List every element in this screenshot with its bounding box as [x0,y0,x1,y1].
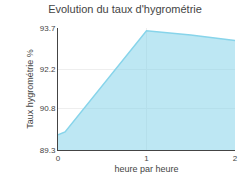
svg-text:Evolution du taux d'hygrométri: Evolution du taux d'hygrométrie [48,3,202,15]
svg-text:92.2: 92.2 [40,65,56,74]
svg-text:0: 0 [56,154,61,163]
svg-text:1: 1 [144,154,149,163]
svg-text:89.3: 89.3 [40,146,56,155]
svg-text:2: 2 [233,154,238,163]
svg-text:Taux hygrométrie %: Taux hygrométrie % [25,49,35,129]
svg-text:90.8: 90.8 [40,104,56,113]
svg-text:93.7: 93.7 [40,24,56,33]
svg-text:heure par heure: heure par heure [114,164,178,174]
